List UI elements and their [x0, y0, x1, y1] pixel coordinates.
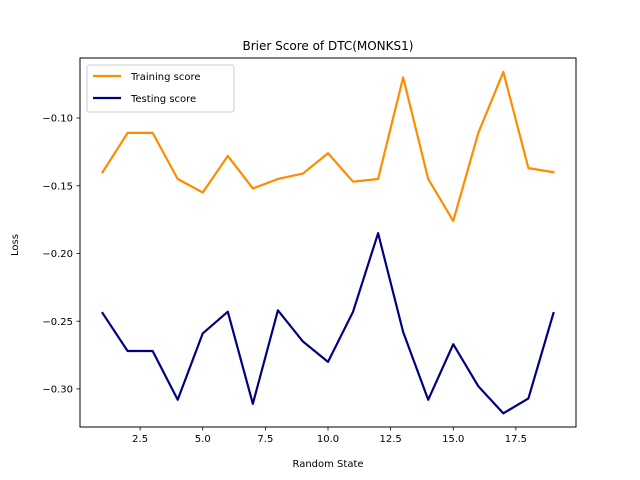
legend-label: Testing score — [130, 94, 196, 105]
series-layer — [101, 70, 555, 415]
chart-title: Brier Score of DTC(MONKS1) — [243, 39, 414, 53]
y-tick-label: −0.15 — [42, 181, 73, 192]
x-tick-label: 10.0 — [317, 434, 339, 445]
x-tick-label: 12.5 — [379, 434, 401, 445]
x-tick-label: 17.5 — [505, 434, 527, 445]
y-tick-label: −0.20 — [42, 249, 73, 260]
legend-box — [86, 64, 235, 113]
x-tick-label: 5.0 — [195, 434, 211, 445]
y-axis-label: Loss — [10, 234, 21, 256]
x-axis: 2.5 5.0 7.5 10.0 12.5 15.0 17.5 — [132, 427, 527, 445]
x-axis-label: Random State — [292, 459, 363, 470]
legend-label: Training score — [130, 72, 201, 83]
legend: Training score Testing score — [86, 64, 235, 113]
testing-score-line — [101, 232, 555, 415]
x-tick-label: 7.5 — [257, 434, 273, 445]
y-tick-label: −0.25 — [42, 317, 73, 328]
x-tick-label: 2.5 — [132, 434, 148, 445]
y-axis: −0.30 −0.25 −0.20 −0.15 −0.10 — [42, 114, 80, 396]
x-tick-label: 15.0 — [442, 434, 464, 445]
y-tick-label: −0.10 — [42, 114, 73, 125]
y-tick-label: −0.30 — [42, 385, 73, 396]
training-score-line — [101, 70, 555, 223]
